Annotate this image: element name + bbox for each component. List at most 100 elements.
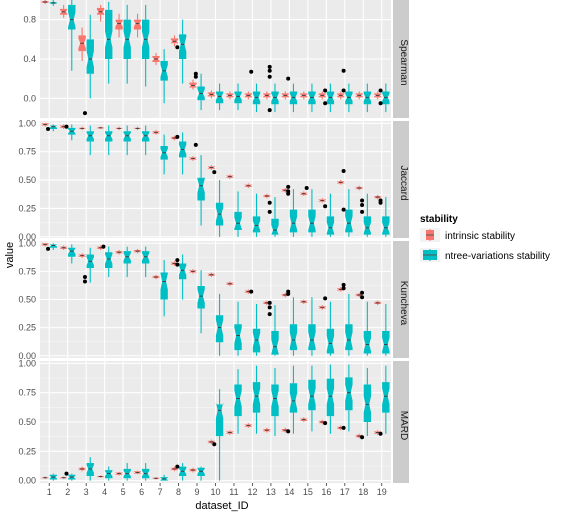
y-tick-label: 0.8 bbox=[23, 15, 36, 25]
box-intrinsic-7 bbox=[152, 274, 160, 280]
outlier-point bbox=[249, 289, 254, 294]
box-intrinsic-12 bbox=[244, 91, 253, 100]
box-body bbox=[363, 331, 372, 354]
box-ntree-4 bbox=[105, 246, 113, 277]
box-intrinsic-3 bbox=[78, 27, 86, 61]
box-ntree-9 bbox=[197, 155, 205, 226]
outlier-point bbox=[360, 295, 365, 300]
box-ntree-19 bbox=[382, 83, 390, 113]
box-ntree-17 bbox=[345, 189, 353, 237]
outlier-point bbox=[341, 88, 346, 93]
strip-background bbox=[393, 361, 409, 483]
box-ntree-16 bbox=[326, 301, 335, 356]
box-intrinsic-2 bbox=[59, 245, 68, 250]
box-ntree-5 bbox=[123, 125, 131, 156]
box-intrinsic-19 bbox=[374, 194, 382, 200]
outlier-point bbox=[286, 76, 291, 81]
box-body bbox=[234, 324, 242, 351]
strip-mard: MARD bbox=[393, 361, 409, 483]
outlier-point bbox=[304, 186, 309, 191]
outlier-point bbox=[360, 290, 365, 295]
box-ntree-12 bbox=[252, 365, 261, 434]
box-ntree-10 bbox=[215, 293, 224, 356]
box-ntree-2 bbox=[68, 124, 76, 141]
box-ntree-16 bbox=[326, 193, 335, 237]
outlier-point bbox=[378, 101, 383, 106]
box-body bbox=[363, 216, 372, 235]
strip-background bbox=[393, 0, 409, 118]
box-ntree-1 bbox=[49, 243, 57, 250]
box-body bbox=[234, 91, 242, 104]
y-axis-title: value bbox=[4, 242, 16, 268]
box-intrinsic-7 bbox=[152, 53, 160, 65]
outlier-point bbox=[360, 203, 365, 208]
x-tick-label: 7 bbox=[158, 487, 163, 497]
box-body bbox=[382, 91, 390, 105]
box-intrinsic-4 bbox=[96, 4, 105, 22]
box-body bbox=[308, 209, 316, 233]
box-intrinsic-5 bbox=[115, 250, 123, 255]
box-intrinsic-16 bbox=[318, 198, 326, 203]
box-ntree-19 bbox=[382, 304, 390, 356]
box-ntree-4 bbox=[105, 125, 113, 156]
x-tick-label: 5 bbox=[121, 487, 126, 497]
box-ntree-1 bbox=[49, 124, 57, 132]
box-ntree-7 bbox=[160, 49, 168, 104]
outlier-point bbox=[323, 204, 328, 209]
box-ntree-18 bbox=[363, 193, 372, 237]
box-body bbox=[105, 9, 113, 60]
outlier-point bbox=[360, 209, 365, 214]
y-tick-label: 0.0 bbox=[23, 93, 36, 103]
box-body bbox=[68, 247, 76, 257]
outlier-point bbox=[286, 184, 291, 189]
box-body bbox=[49, 125, 57, 129]
outlier-point bbox=[267, 68, 272, 73]
box-intrinsic-18 bbox=[355, 91, 363, 100]
box-body bbox=[326, 91, 335, 105]
box-ntree-17 bbox=[345, 364, 353, 432]
box-intrinsic-5 bbox=[115, 13, 123, 38]
outlier-point bbox=[267, 312, 272, 317]
box-ntree-13 bbox=[271, 197, 279, 237]
x-tick-label: 9 bbox=[195, 487, 200, 497]
y-tick-label: 0.75 bbox=[18, 266, 36, 276]
box-ntree-19 bbox=[382, 197, 390, 237]
box-intrinsic-9 bbox=[189, 269, 197, 274]
box-body bbox=[271, 218, 279, 235]
box-body bbox=[326, 328, 335, 354]
box-ntree-18 bbox=[363, 301, 372, 356]
strip-background bbox=[393, 241, 409, 358]
box-intrinsic-8 bbox=[170, 466, 179, 472]
outlier-point bbox=[341, 168, 346, 173]
y-tick-label: 0.25 bbox=[18, 323, 36, 333]
outlier-point bbox=[323, 421, 328, 426]
box-ntree-13 bbox=[271, 368, 279, 437]
box-body bbox=[197, 467, 205, 476]
box-body bbox=[170, 38, 179, 44]
outlier-point bbox=[175, 134, 180, 139]
box-body bbox=[345, 209, 353, 233]
box-body bbox=[115, 19, 123, 30]
box-ntree-14 bbox=[289, 83, 298, 113]
outlier-point bbox=[267, 300, 272, 305]
box-body bbox=[105, 131, 113, 142]
box-body bbox=[86, 463, 94, 476]
box-ntree-7 bbox=[160, 474, 168, 481]
box-ntree-14 bbox=[289, 365, 298, 434]
panel-mard: 0.00 0.25 0.50 0.75 1.00 MARD bbox=[18, 358, 409, 486]
x-tick-label: 6 bbox=[139, 487, 144, 497]
box-body bbox=[86, 131, 94, 142]
strip-label: MARD bbox=[398, 411, 409, 440]
box-intrinsic-6 bbox=[133, 248, 142, 254]
box-ntree-14 bbox=[289, 297, 298, 356]
x-tick-label: 12 bbox=[247, 487, 257, 497]
outlier-point bbox=[82, 111, 87, 116]
outlier-point bbox=[46, 126, 51, 131]
box-ntree-18 bbox=[363, 368, 372, 437]
strip-label: Spearman bbox=[398, 39, 409, 85]
panel-spearman: 0.0 0.4 0.8 Spearman bbox=[23, 0, 409, 118]
legend-title: stability bbox=[420, 214, 458, 225]
box-body bbox=[234, 211, 242, 231]
box-body bbox=[105, 470, 113, 479]
y-tick-label: 0.50 bbox=[18, 417, 36, 427]
